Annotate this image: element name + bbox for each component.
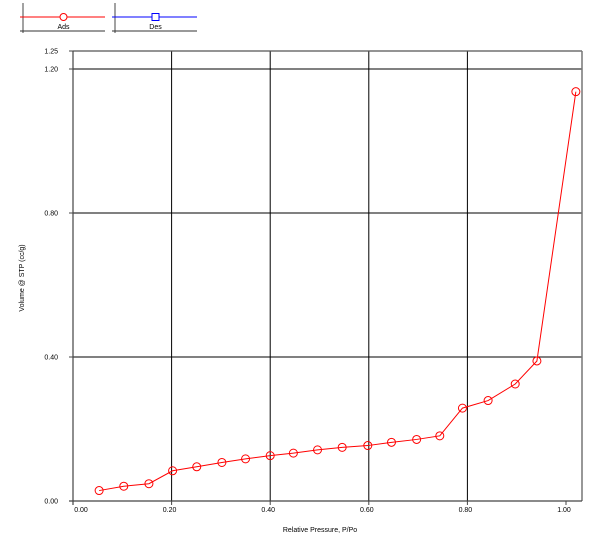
data-point xyxy=(435,431,445,441)
x-tick-label: 0.20 xyxy=(163,507,177,514)
y-tick-label: 0.40 xyxy=(44,355,58,362)
data-point xyxy=(483,396,493,406)
circle-marker-icon xyxy=(59,13,68,21)
data-point xyxy=(241,454,251,464)
y-tick-label: 1.20 xyxy=(44,67,58,74)
y-tick-label: 0.00 xyxy=(44,499,58,506)
data-point xyxy=(457,403,467,413)
data-point xyxy=(337,442,347,452)
x-tick-label: 0.80 xyxy=(459,507,473,514)
series xyxy=(94,87,581,496)
data-point xyxy=(412,434,422,444)
data-point xyxy=(510,379,520,389)
y-axis-title: Volume @ STP (cc/g) xyxy=(19,244,26,311)
data-point xyxy=(192,462,202,472)
axes: 0.00 0.20 0.40 0.60 0.80 1.00 0.00 0.40 0.80 1.20… xyxy=(44,49,583,514)
data-point xyxy=(313,445,323,455)
data-point xyxy=(532,356,542,366)
series-line-ads xyxy=(99,91,577,492)
legend-label: Ads xyxy=(57,24,70,31)
data-point xyxy=(168,466,178,476)
data-point xyxy=(571,87,581,97)
data-point xyxy=(363,441,373,451)
legend: Ads Des xyxy=(20,3,197,33)
legend-entry-ads: Ads xyxy=(20,3,105,33)
data-point xyxy=(119,481,129,491)
x-tick-label: 1.00 xyxy=(557,507,571,514)
data-point xyxy=(217,457,227,467)
x-tick-label: 0.60 xyxy=(360,507,374,514)
x-axis-title: Relative Pressure, P/Po xyxy=(283,527,357,534)
data-point xyxy=(94,486,104,496)
data-point xyxy=(288,448,298,458)
legend-entry-des: Des xyxy=(112,3,197,33)
legend-label: Des xyxy=(149,24,162,31)
square-marker-icon xyxy=(151,13,160,21)
data-point xyxy=(386,437,396,447)
grid xyxy=(73,51,582,501)
data-point xyxy=(144,479,154,489)
x-tick-label: 0.40 xyxy=(261,507,275,514)
x-tick-label: 0.00 xyxy=(74,507,88,514)
y-tick-label: 1.25 xyxy=(44,49,58,56)
y-tick-label: 0.80 xyxy=(44,211,58,218)
data-point xyxy=(265,451,275,461)
